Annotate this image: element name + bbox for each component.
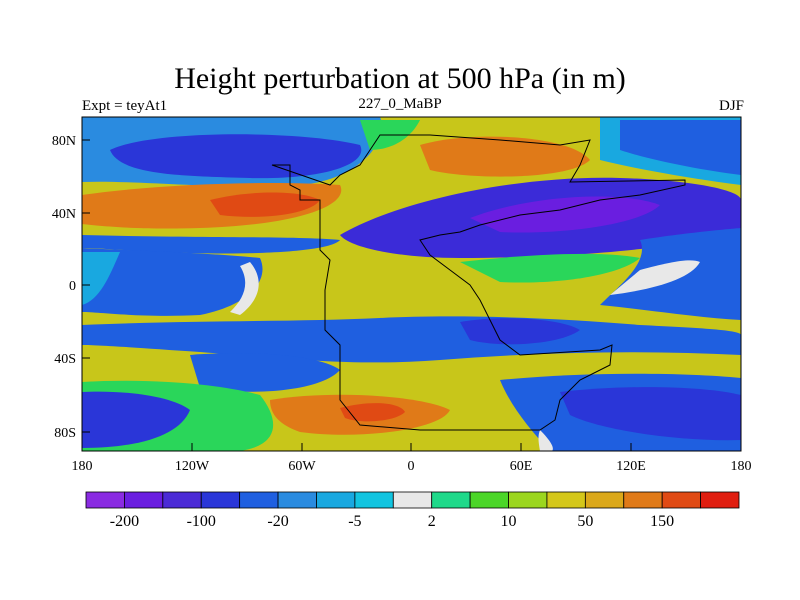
colorbar-swatch <box>508 491 548 509</box>
contour-40s-neg-band <box>82 316 741 363</box>
contour-40n-edge <box>82 235 340 254</box>
x-tick-label: 120W <box>175 459 210 474</box>
x-tick-label: 120E <box>616 459 646 474</box>
y-axis: 80N 40N 0 40S 80S <box>52 134 90 441</box>
colorbar-swatch <box>316 491 356 509</box>
contour-top-right-neg2 <box>620 120 741 175</box>
contour-40s-strongneg <box>460 318 580 345</box>
contour-field <box>82 117 741 451</box>
colorbar-swatch <box>700 491 740 509</box>
y-tick-label: 40N <box>52 207 76 222</box>
contour-eq-weakneg <box>82 252 120 305</box>
colorbar-label: -20 <box>267 513 288 530</box>
x-tick-label: 180 <box>72 459 93 474</box>
colorbar-swatch <box>200 491 241 509</box>
colorbar-swatch <box>546 491 586 509</box>
colorbar-label: -200 <box>110 513 139 530</box>
season-label: DJF <box>718 98 744 114</box>
contour-40n-extreme-neg <box>470 196 660 233</box>
contour-40n-strongpos <box>210 192 320 217</box>
x-axis: 180 120W 60W 0 60E 120E 180 <box>72 443 752 474</box>
colorbar-swatch <box>584 491 625 509</box>
colorbar-label: 150 <box>650 513 674 530</box>
contour-eq-zero <box>230 262 259 315</box>
contour-south-neg-left <box>82 391 190 448</box>
colorbar-label: 10 <box>501 513 517 530</box>
colorbar-swatch <box>277 491 317 509</box>
colorbar-swatch <box>124 491 164 509</box>
colorbar-label: 2 <box>428 513 436 530</box>
y-tick-label: 80N <box>52 134 76 149</box>
colorbar-swatch <box>85 491 125 509</box>
colorbar-swatch <box>431 491 471 509</box>
coastline <box>271 134 686 431</box>
contour-eq-zero-right <box>610 260 700 295</box>
colorbar-swatch <box>354 491 394 509</box>
contour-40s-midneg <box>190 353 340 392</box>
x-tick-label: 0 <box>408 459 415 474</box>
contour-south-strongneg-right <box>560 387 741 441</box>
contour-eq-weakpos-right <box>460 253 640 283</box>
colorbar-swatch <box>623 491 663 509</box>
contour-south-zero <box>538 430 553 451</box>
colorbar <box>85 491 740 509</box>
colorbar-swatch <box>239 491 279 509</box>
y-tick-label: 80S <box>54 426 76 441</box>
period-label: 227_0_MaBP <box>358 96 442 112</box>
x-tick-label: 60E <box>510 459 533 474</box>
contour-south-strongpos <box>340 403 405 422</box>
colorbar-labels: -200 -100 -20 -5 2 10 50 150 <box>110 513 674 530</box>
colorbar-label: 50 <box>577 513 593 530</box>
x-tick-label: 60W <box>288 459 316 474</box>
colorbar-label: -100 <box>187 513 216 530</box>
y-tick-label: 40S <box>54 352 76 367</box>
contour-top-strongneg <box>110 134 362 179</box>
y-tick-label: 0 <box>69 279 76 294</box>
colorbar-swatch <box>469 491 509 509</box>
colorbar-swatch <box>392 491 433 509</box>
colorbar-label: -5 <box>348 513 361 530</box>
experiment-label: Expt = teyAt1 <box>82 98 168 114</box>
contour-north-pos <box>420 136 590 177</box>
colorbar-swatch <box>162 491 202 509</box>
colorbar-swatch <box>661 491 701 509</box>
contour-eq-neg <box>82 248 263 316</box>
map-title: Height perturbation at 500 hPa (in m) <box>174 62 626 95</box>
x-tick-label: 180 <box>731 459 752 474</box>
